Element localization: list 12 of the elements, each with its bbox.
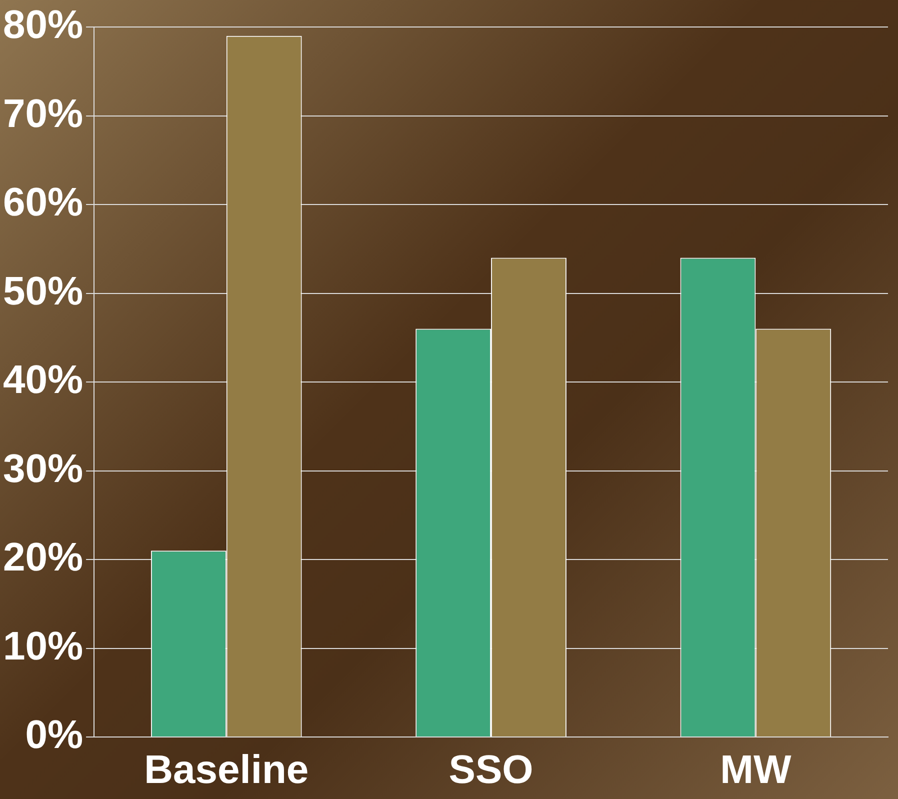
y-tick-label: 0% — [25, 713, 84, 758]
y-tick-label: 40% — [2, 358, 84, 402]
x-tick-label: SSO — [448, 748, 534, 792]
y-tick-label: 30% — [2, 446, 84, 491]
y-tick-label: 20% — [2, 536, 84, 580]
y-tick-label: 50% — [2, 269, 84, 314]
y-tick-label: 60% — [2, 180, 84, 225]
y-tick-label: 80% — [2, 3, 84, 48]
y-tick-label: 10% — [2, 624, 84, 668]
x-tick-label: MW — [720, 748, 792, 792]
y-tick-label: 70% — [2, 92, 84, 136]
x-tick-label: Baseline — [144, 748, 309, 792]
